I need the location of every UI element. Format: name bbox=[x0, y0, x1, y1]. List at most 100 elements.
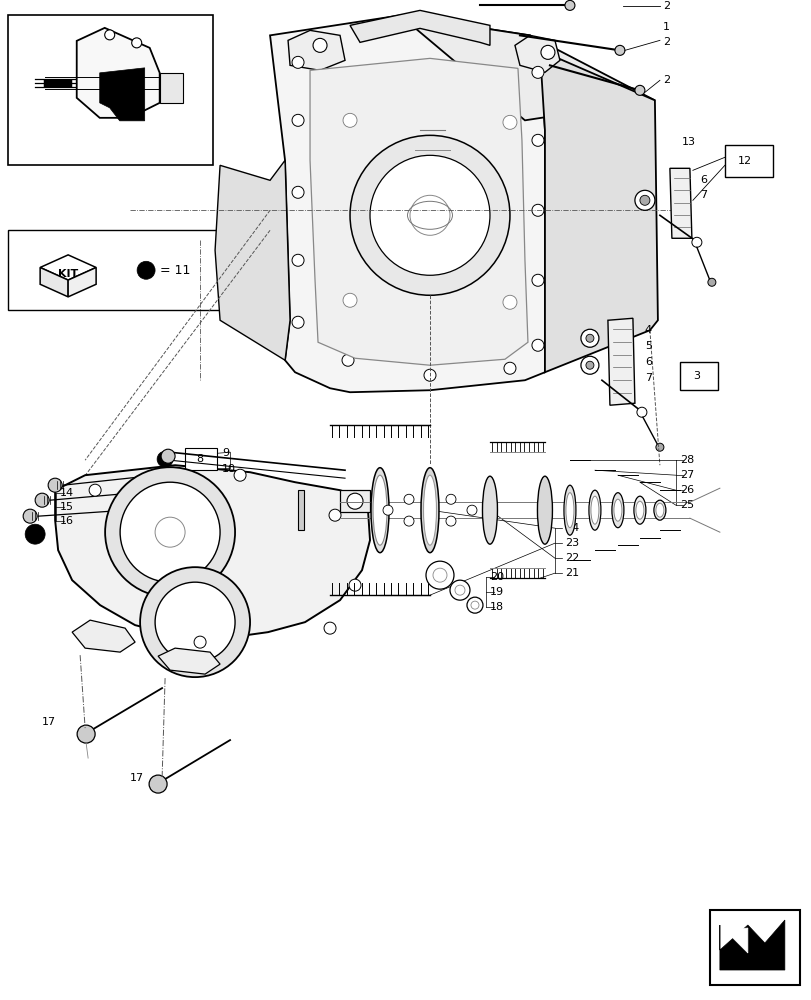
Circle shape bbox=[426, 561, 453, 589]
Circle shape bbox=[449, 580, 470, 600]
Circle shape bbox=[341, 354, 354, 366]
Circle shape bbox=[454, 585, 465, 595]
Circle shape bbox=[346, 493, 363, 509]
Text: 14: 14 bbox=[60, 488, 74, 498]
Text: 2: 2 bbox=[662, 37, 669, 47]
Text: 7: 7 bbox=[644, 373, 651, 383]
Circle shape bbox=[691, 237, 701, 247]
Bar bbox=[709, 910, 799, 985]
Bar bbox=[8, 15, 212, 165]
Circle shape bbox=[445, 516, 456, 526]
Text: 12: 12 bbox=[737, 156, 751, 166]
Text: = 11: = 11 bbox=[160, 264, 191, 277]
Polygon shape bbox=[158, 648, 220, 674]
Ellipse shape bbox=[588, 490, 600, 530]
Ellipse shape bbox=[613, 499, 621, 521]
Bar bbox=[8, 230, 223, 310]
Text: 2: 2 bbox=[662, 1, 669, 11]
Circle shape bbox=[25, 524, 45, 544]
Circle shape bbox=[504, 362, 515, 374]
Text: 17: 17 bbox=[130, 773, 144, 783]
Text: 23: 23 bbox=[564, 538, 578, 548]
Circle shape bbox=[423, 369, 436, 381]
Text: 9: 9 bbox=[221, 448, 229, 458]
Circle shape bbox=[383, 505, 393, 515]
Polygon shape bbox=[76, 28, 160, 118]
Circle shape bbox=[24, 509, 37, 523]
Ellipse shape bbox=[633, 496, 645, 524]
Text: 7: 7 bbox=[699, 190, 706, 200]
Circle shape bbox=[137, 261, 155, 279]
Circle shape bbox=[580, 329, 599, 347]
Text: 5: 5 bbox=[644, 341, 651, 351]
Polygon shape bbox=[100, 68, 144, 121]
Circle shape bbox=[564, 0, 574, 10]
Ellipse shape bbox=[565, 493, 573, 528]
Circle shape bbox=[432, 568, 446, 582]
Circle shape bbox=[292, 186, 303, 198]
Polygon shape bbox=[539, 50, 657, 372]
Polygon shape bbox=[310, 58, 527, 365]
Circle shape bbox=[324, 622, 336, 634]
Text: 26: 26 bbox=[679, 485, 693, 495]
Polygon shape bbox=[40, 267, 68, 297]
Ellipse shape bbox=[590, 496, 599, 524]
Circle shape bbox=[639, 195, 649, 205]
Bar bbox=[185, 448, 217, 470]
Polygon shape bbox=[514, 35, 560, 72]
Circle shape bbox=[328, 509, 341, 521]
Polygon shape bbox=[400, 15, 654, 120]
Text: 2: 2 bbox=[662, 75, 669, 85]
Ellipse shape bbox=[482, 476, 497, 544]
Circle shape bbox=[614, 45, 624, 55]
Circle shape bbox=[120, 482, 220, 582]
Circle shape bbox=[636, 407, 646, 417]
Ellipse shape bbox=[653, 500, 665, 520]
Circle shape bbox=[531, 134, 543, 146]
Circle shape bbox=[342, 293, 357, 307]
Circle shape bbox=[655, 443, 663, 451]
Ellipse shape bbox=[655, 503, 663, 517]
Polygon shape bbox=[40, 255, 96, 280]
Circle shape bbox=[292, 114, 303, 126]
Circle shape bbox=[89, 484, 101, 496]
Text: 15: 15 bbox=[60, 502, 74, 512]
Polygon shape bbox=[724, 928, 747, 953]
Circle shape bbox=[470, 601, 478, 609]
Circle shape bbox=[234, 469, 246, 481]
Circle shape bbox=[634, 85, 644, 95]
Circle shape bbox=[634, 190, 654, 210]
Circle shape bbox=[349, 579, 361, 591]
Ellipse shape bbox=[423, 475, 436, 545]
Text: 19: 19 bbox=[489, 587, 504, 597]
Circle shape bbox=[531, 66, 543, 78]
Circle shape bbox=[531, 274, 543, 286]
Circle shape bbox=[404, 516, 414, 526]
Circle shape bbox=[155, 517, 185, 547]
Text: 28: 28 bbox=[679, 455, 693, 465]
Text: 13: 13 bbox=[681, 137, 695, 147]
Circle shape bbox=[707, 278, 715, 286]
Text: 6: 6 bbox=[644, 357, 651, 367]
Polygon shape bbox=[288, 30, 345, 70]
Ellipse shape bbox=[611, 493, 623, 528]
Bar bbox=[340, 490, 370, 512]
Circle shape bbox=[105, 30, 114, 40]
Circle shape bbox=[466, 597, 483, 613]
Circle shape bbox=[105, 467, 234, 597]
Polygon shape bbox=[72, 620, 135, 652]
Circle shape bbox=[445, 494, 456, 504]
Text: 10: 10 bbox=[221, 464, 236, 474]
Ellipse shape bbox=[420, 468, 439, 553]
Text: 3: 3 bbox=[693, 371, 700, 381]
Polygon shape bbox=[669, 168, 691, 238]
Ellipse shape bbox=[537, 476, 551, 544]
Circle shape bbox=[140, 567, 250, 677]
Text: 17: 17 bbox=[42, 717, 56, 727]
Circle shape bbox=[194, 636, 206, 648]
Circle shape bbox=[161, 449, 175, 463]
Circle shape bbox=[131, 38, 142, 48]
Polygon shape bbox=[55, 465, 370, 638]
Bar bbox=[679, 362, 717, 390]
Circle shape bbox=[292, 56, 303, 68]
